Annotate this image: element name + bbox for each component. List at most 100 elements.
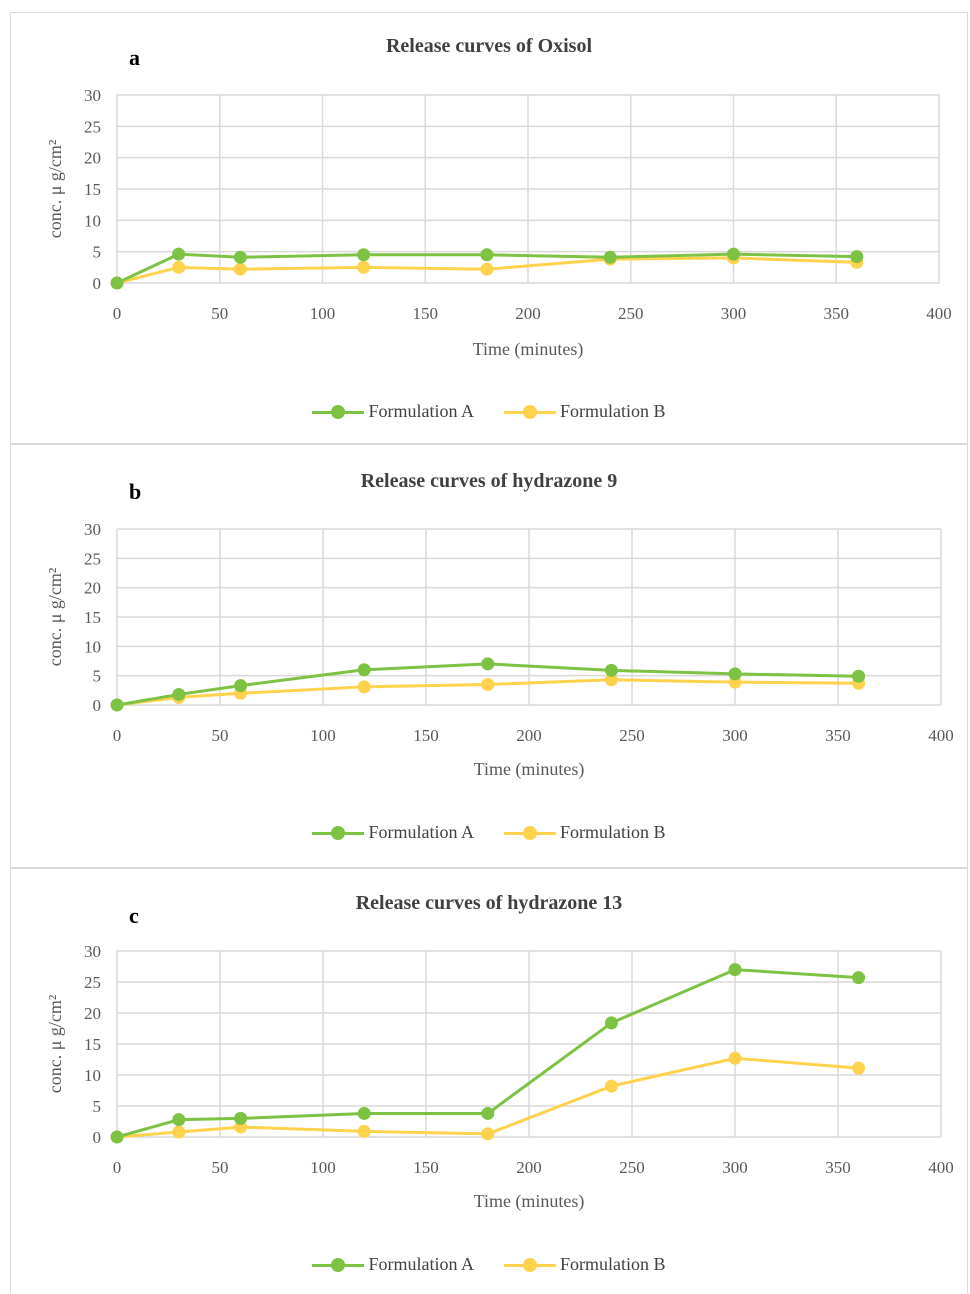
x-tick-label: 50 xyxy=(212,1158,229,1177)
y-tick-label: 15 xyxy=(84,608,101,627)
x-tick-label: 250 xyxy=(619,1158,645,1177)
y-axis-title: conc. μ g/cm² xyxy=(45,140,65,239)
data-point xyxy=(480,262,494,276)
x-tick-label: 200 xyxy=(516,1158,542,1177)
legend-label: Formulation A xyxy=(368,401,474,421)
panel-label: c xyxy=(129,903,139,928)
series-line xyxy=(116,252,857,285)
x-tick-label: 400 xyxy=(926,304,952,323)
panel-label: b xyxy=(129,479,142,504)
chart-legend: Formulation A Formulation B xyxy=(11,401,967,422)
y-tick-label: 0 xyxy=(93,1128,102,1147)
x-tick-label: 300 xyxy=(721,304,747,323)
x-tick-label: 400 xyxy=(928,1158,954,1177)
y-axis-title: conc. μ g/cm² xyxy=(45,568,65,667)
x-tick-label: 400 xyxy=(928,726,954,745)
legend-item: Formulation B xyxy=(504,822,666,843)
y-tick-label: 5 xyxy=(93,1097,102,1116)
panel-label: a xyxy=(129,45,140,70)
series-line xyxy=(116,662,859,707)
y-tick-label: 20 xyxy=(84,1004,101,1023)
series-line xyxy=(116,968,859,1139)
series-line xyxy=(116,256,857,285)
data-point xyxy=(357,260,371,274)
chart-title: Release curves of hydrazone 9 xyxy=(360,470,618,492)
x-tick-label: 0 xyxy=(113,1158,122,1177)
data-point xyxy=(172,687,186,701)
data-point xyxy=(110,276,124,290)
y-tick-label: 30 xyxy=(84,942,101,961)
chart-panel-a: a Release curves of Oxisol 0 50 100 150 200 2… xyxy=(10,12,968,444)
x-tick-label: 0 xyxy=(113,726,122,745)
chart-legend: Formulation A Formulation B xyxy=(11,822,967,843)
legend-item: Formulation A xyxy=(312,1254,474,1275)
legend-label: Formulation B xyxy=(560,401,666,421)
y-tick-label: 25 xyxy=(84,117,101,136)
legend-item: Formulation A xyxy=(312,822,474,843)
y-tick-label: 30 xyxy=(84,520,101,539)
legend-swatch-b xyxy=(504,825,556,840)
y-tick-label: 0 xyxy=(93,696,102,715)
line-chart-svg: 0 50 100 150 200 250 300 350 400 0 5 10 15 20 25 30 Time… xyxy=(45,520,954,780)
y-tick-label: 20 xyxy=(84,149,101,168)
y-tick-label: 5 xyxy=(93,667,102,686)
legend-label: Formulation B xyxy=(560,822,666,842)
x-tick-label: 350 xyxy=(824,304,850,323)
legend-swatch-b xyxy=(504,1257,556,1272)
data-point xyxy=(604,1079,618,1093)
y-tick-label: 25 xyxy=(84,549,101,568)
x-axis-title: Time (minutes) xyxy=(474,1191,585,1212)
line-chart-svg: 0 50 100 150 200 250 300 350 400 0 5 10 15 20 25 30 Time… xyxy=(45,86,952,360)
data-point xyxy=(481,677,495,691)
data-point xyxy=(852,971,866,985)
line-chart-svg: 0 50 100 150 200 250 300 350 400 0 5 10 15 20 25 30 Time… xyxy=(45,942,954,1212)
x-tick-label: 0 xyxy=(113,304,122,323)
data-point xyxy=(728,963,742,977)
x-tick-label: 200 xyxy=(515,304,541,323)
chart-title: Release curves of Oxisol xyxy=(385,35,593,57)
legend-swatch-a xyxy=(312,404,365,419)
x-axis-title: Time (minutes) xyxy=(473,339,584,360)
data-point xyxy=(172,1113,186,1127)
data-point xyxy=(357,663,371,677)
y-tick-label: 0 xyxy=(93,274,102,293)
chart-panel-c: c Release curves of hydrazone 13 0 50 100 1… xyxy=(10,868,968,1293)
y-tick-label: 10 xyxy=(84,211,101,230)
y-tick-label: 15 xyxy=(84,180,101,199)
y-tick-label: 5 xyxy=(93,243,102,262)
data-point xyxy=(481,1127,495,1141)
chart-legend: Formulation A Formulation B xyxy=(11,1254,967,1275)
x-tick-label: 150 xyxy=(413,1158,439,1177)
chart-title: Release curves of hydrazone 13 xyxy=(355,892,623,914)
x-tick-label: 300 xyxy=(722,1158,748,1177)
legend-item: Formulation B xyxy=(504,1254,666,1275)
y-tick-label: 30 xyxy=(84,86,101,105)
data-point xyxy=(480,248,494,262)
x-tick-label: 300 xyxy=(722,726,748,745)
data-point xyxy=(604,673,618,687)
data-point xyxy=(234,679,248,693)
y-tick-label: 25 xyxy=(84,973,101,992)
legend-swatch-a xyxy=(312,1257,365,1272)
x-tick-label: 150 xyxy=(413,304,439,323)
y-tick-label: 10 xyxy=(84,1066,101,1085)
series-line xyxy=(116,1056,859,1139)
data-point xyxy=(604,1016,618,1030)
x-tick-label: 100 xyxy=(310,1158,336,1177)
legend-swatch-b xyxy=(504,404,556,419)
data-point xyxy=(357,248,371,262)
data-point xyxy=(727,247,740,261)
y-tick-label: 15 xyxy=(84,1035,101,1054)
data-point xyxy=(357,1124,371,1138)
x-tick-label: 250 xyxy=(618,304,644,323)
x-tick-label: 250 xyxy=(619,726,645,745)
x-tick-label: 100 xyxy=(310,726,336,745)
data-point xyxy=(852,669,866,683)
x-tick-label: 200 xyxy=(516,726,542,745)
data-point xyxy=(233,250,247,264)
data-point xyxy=(357,1106,371,1120)
data-point xyxy=(110,698,124,712)
x-axis-title: Time (minutes) xyxy=(474,759,585,780)
data-point xyxy=(357,680,371,694)
x-tick-label: 50 xyxy=(211,304,228,323)
